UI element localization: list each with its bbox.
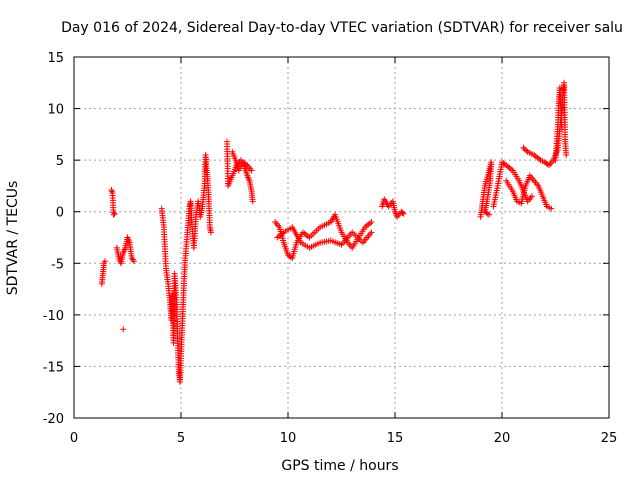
- data-point: [520, 144, 527, 151]
- data-point: [548, 205, 555, 212]
- data-point: [108, 188, 115, 195]
- y-axis-label: SDTVAR / TECUs: [5, 181, 21, 296]
- data-point: [130, 258, 137, 265]
- y-tick-label: -15: [43, 360, 64, 375]
- data-point: [242, 161, 249, 168]
- data-point: [110, 211, 117, 218]
- data-point: [102, 258, 109, 265]
- data-point: [528, 193, 535, 200]
- x-tick-label: 5: [177, 431, 185, 446]
- data-point: [544, 161, 551, 168]
- plot-frame: [73, 56, 610, 419]
- x-axis-label: GPS time / hours: [281, 458, 398, 474]
- grid-lines: [74, 57, 609, 418]
- data-point: [400, 210, 407, 217]
- data-points: [98, 79, 570, 385]
- x-tick-label: 25: [601, 431, 618, 446]
- data-point: [368, 229, 375, 236]
- data-point: [486, 211, 493, 218]
- axis-ticks: 0 5 10 15 20 25 -20 -15 -10 -5 0 5 10 15: [43, 51, 618, 446]
- data-point: [484, 210, 491, 217]
- data-point: [207, 229, 214, 236]
- y-tick-label: -10: [43, 309, 64, 324]
- data-point: [248, 167, 255, 174]
- y-tick-label: 0: [56, 206, 64, 221]
- data-point: [523, 147, 530, 154]
- data-point: [368, 219, 375, 226]
- y-tick-label: -20: [43, 412, 64, 427]
- y-tick-label: 15: [47, 51, 64, 66]
- x-tick-label: 15: [387, 431, 404, 446]
- data-point: [249, 198, 256, 205]
- y-tick-label: 5: [56, 154, 64, 169]
- chart-title: Day 016 of 2024, Sidereal Day-to-day VTE…: [61, 20, 623, 36]
- data-point: [120, 326, 127, 333]
- data-point: [108, 187, 115, 194]
- data-point: [129, 256, 136, 263]
- x-tick-label: 0: [70, 431, 78, 446]
- y-tick-label: -5: [51, 257, 64, 272]
- data-point: [521, 146, 528, 153]
- y-tick-label: 10: [47, 103, 64, 118]
- data-point: [399, 209, 406, 216]
- data-point: [111, 210, 118, 217]
- x-tick-label: 20: [494, 431, 511, 446]
- data-point: [558, 126, 565, 133]
- x-tick-label: 10: [280, 431, 297, 446]
- data-point: [501, 161, 508, 168]
- data-point: [563, 151, 570, 158]
